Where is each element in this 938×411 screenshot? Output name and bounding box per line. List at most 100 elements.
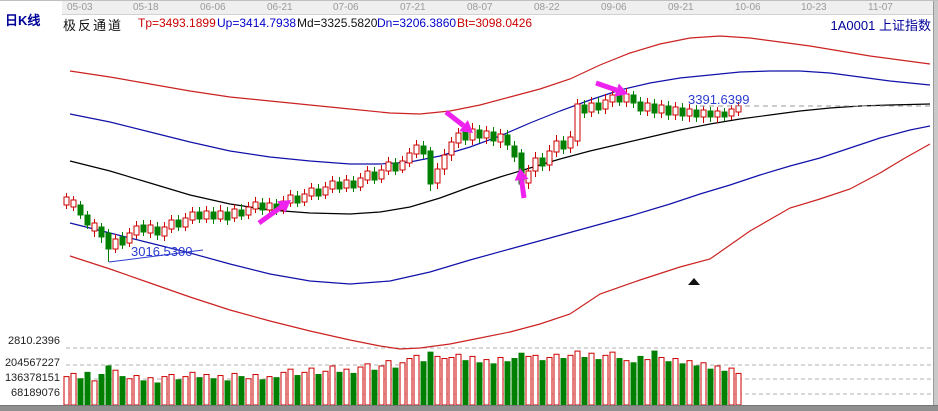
volume-bar bbox=[448, 356, 455, 406]
volume-bar bbox=[644, 359, 651, 406]
bottom-scrollbar[interactable] bbox=[0, 405, 938, 411]
candle-body bbox=[658, 104, 665, 114]
candle-body bbox=[693, 109, 700, 118]
annotation-arrow-shaft-3 bbox=[595, 80, 618, 93]
date-tick-06-21: 06-21 bbox=[267, 2, 293, 13]
volume-bar bbox=[490, 363, 497, 406]
volume-axis-label-1: 204567227 bbox=[4, 357, 60, 369]
volume-bar bbox=[735, 372, 742, 406]
volume-bar bbox=[518, 352, 525, 406]
chart-type-label: 日K线 bbox=[5, 13, 41, 28]
candle-body bbox=[567, 136, 574, 149]
volume-bar bbox=[245, 378, 252, 406]
indicator-param-bt: Bt=3098.0426 bbox=[457, 16, 533, 30]
candle-body bbox=[441, 154, 448, 170]
date-tick-06-06: 06-06 bbox=[200, 2, 226, 13]
annotation-arrow-head-0 bbox=[277, 200, 291, 213]
candle-body bbox=[140, 224, 147, 233]
date-tick-11-07: 11-07 bbox=[868, 2, 893, 13]
candle-body bbox=[343, 179, 350, 189]
annotation-arrow-shaft-1 bbox=[444, 110, 466, 128]
candle-body bbox=[105, 232, 112, 250]
volume-bar bbox=[266, 376, 273, 406]
candle-body bbox=[588, 102, 595, 113]
volume-bar bbox=[693, 365, 700, 406]
candle-body bbox=[539, 157, 546, 167]
volume-bar bbox=[574, 350, 581, 406]
volume-bar bbox=[406, 358, 413, 406]
candle-body bbox=[665, 105, 672, 116]
candle-body bbox=[147, 224, 154, 234]
indicator-param-up: Up=3414.7938 bbox=[217, 16, 297, 30]
volume-bar bbox=[308, 367, 315, 406]
candle-body bbox=[406, 152, 413, 164]
candle-body bbox=[252, 201, 259, 210]
volume-bar bbox=[231, 372, 238, 406]
candle-body bbox=[238, 209, 245, 217]
date-axis: 05-03 05-18 06-06 06-21 07-06 07-21 08-07 08-22… bbox=[62, 1, 933, 15]
volume-bar bbox=[399, 362, 406, 406]
date-tick-10-23: 10-23 bbox=[801, 2, 827, 13]
candle-body bbox=[364, 170, 371, 181]
candle-body bbox=[91, 222, 98, 232]
annotation-arrow-head-2 bbox=[514, 168, 529, 181]
volume-bar bbox=[546, 356, 553, 406]
volume-bar bbox=[700, 362, 707, 406]
volume-bar bbox=[441, 358, 448, 406]
volume-bar bbox=[427, 351, 434, 406]
volume-bar bbox=[385, 360, 392, 406]
symbol-label: 1A0001 上证指数 bbox=[831, 15, 931, 34]
candle-body bbox=[70, 199, 77, 208]
candle-body bbox=[714, 110, 721, 118]
low-callout-leader-line bbox=[108, 249, 204, 263]
candle-body bbox=[77, 204, 84, 216]
volume-bar bbox=[196, 377, 203, 406]
volume-bar bbox=[252, 373, 259, 406]
candle-body bbox=[679, 107, 686, 117]
candle-body bbox=[707, 110, 714, 118]
volume-bar bbox=[539, 360, 546, 406]
volume-bar bbox=[630, 362, 637, 406]
volume-bar bbox=[658, 356, 665, 406]
volume-bar bbox=[434, 355, 441, 406]
symbol-name: 上证指数 bbox=[878, 18, 931, 33]
volume-bar bbox=[168, 373, 175, 406]
volume-bar bbox=[616, 358, 623, 406]
candle-body bbox=[392, 162, 399, 172]
candle-body bbox=[623, 93, 630, 103]
date-tick-09-06: 09-06 bbox=[601, 2, 627, 13]
volume-bar bbox=[238, 376, 245, 406]
volume-bar bbox=[378, 365, 385, 406]
volume-bar bbox=[91, 380, 98, 406]
candle-body bbox=[644, 102, 651, 112]
volume-bar bbox=[392, 367, 399, 406]
candle-body bbox=[455, 132, 462, 144]
candle-body bbox=[483, 130, 490, 139]
volume-bar bbox=[567, 354, 574, 406]
indicator-param-md: Md=3325.5820 bbox=[297, 16, 378, 30]
low-price-callout-label: 3016.5300 bbox=[131, 244, 193, 259]
candle-body bbox=[469, 128, 476, 141]
volume-bar bbox=[224, 380, 231, 406]
volume-bar bbox=[210, 378, 217, 406]
candle-body bbox=[350, 180, 357, 189]
candle-body bbox=[336, 181, 343, 190]
candle-body bbox=[98, 226, 105, 238]
candle-body bbox=[308, 187, 315, 197]
candle-body bbox=[385, 161, 392, 172]
candle-body bbox=[637, 101, 644, 112]
candle-body bbox=[399, 160, 406, 171]
candle-body bbox=[168, 219, 175, 230]
candle-body bbox=[672, 106, 679, 116]
candle-body bbox=[427, 150, 434, 185]
candle-body bbox=[189, 211, 196, 221]
candle-body bbox=[490, 131, 497, 142]
volume-axis-label-2: 136378151 bbox=[4, 372, 60, 384]
volume-bar bbox=[595, 359, 602, 406]
volume-bar bbox=[322, 370, 329, 406]
volume-bar bbox=[553, 353, 560, 406]
candle-body bbox=[133, 225, 140, 236]
volume-bar bbox=[70, 372, 77, 406]
candle-body bbox=[266, 202, 273, 211]
